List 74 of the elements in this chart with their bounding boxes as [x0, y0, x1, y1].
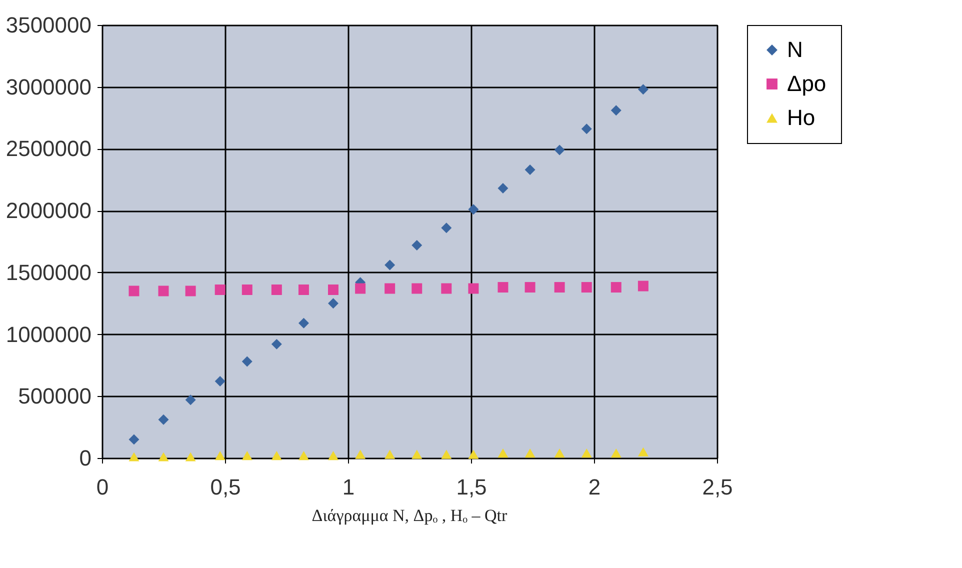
point	[158, 452, 169, 462]
y-tick-label: 2500000	[6, 136, 92, 162]
y-tick-label: 0	[79, 446, 92, 470]
point	[498, 448, 508, 458]
point	[185, 452, 196, 462]
point	[412, 283, 422, 294]
point	[242, 284, 252, 295]
point	[638, 280, 648, 292]
point	[328, 284, 338, 295]
point	[128, 452, 140, 462]
point	[468, 450, 479, 459]
point	[355, 283, 366, 294]
point	[298, 284, 309, 295]
point	[554, 282, 565, 293]
point	[242, 450, 252, 460]
y-tick-label: 2000000	[6, 198, 92, 224]
point	[441, 222, 452, 234]
point	[498, 183, 508, 194]
point	[158, 286, 169, 296]
y-tick-label: 1000000	[6, 322, 92, 347]
point	[581, 282, 592, 293]
point	[610, 105, 622, 116]
y-tick-label: 1500000	[6, 260, 92, 285]
x-tick-label: 1	[342, 474, 355, 500]
point	[328, 450, 338, 460]
point	[412, 450, 422, 459]
x-tick-label: 2,5	[702, 474, 733, 500]
point	[298, 450, 309, 460]
point	[468, 283, 479, 294]
point	[468, 204, 479, 215]
x-tick-label: 1,5	[456, 474, 487, 500]
point	[214, 450, 226, 460]
point	[554, 448, 565, 458]
x-tick-label: 0,5	[210, 474, 241, 500]
y-tick-label: 3500000	[6, 12, 92, 38]
text: Διάγραμμα N, Δpₒ , Hₒ – Qtr	[312, 506, 508, 525]
point	[271, 450, 282, 460]
point	[441, 450, 452, 459]
legend-label: Ho	[787, 105, 816, 130]
x-tick-label: 2	[588, 474, 601, 500]
point	[298, 318, 309, 328]
point	[498, 282, 508, 293]
x-tick-label: 0	[96, 474, 109, 500]
point	[524, 448, 536, 458]
point	[328, 298, 338, 309]
point	[214, 284, 226, 295]
point	[524, 282, 536, 293]
y-tick-label: 3000000	[6, 74, 92, 100]
legend-label: N	[787, 37, 803, 62]
point	[581, 124, 592, 134]
point	[128, 434, 140, 445]
point	[384, 283, 396, 294]
point	[638, 84, 648, 95]
point	[412, 240, 422, 250]
point	[384, 260, 396, 270]
point	[554, 144, 565, 156]
y-tick-label: 500000	[18, 384, 92, 409]
point	[355, 450, 366, 459]
point	[384, 450, 396, 459]
point	[581, 448, 592, 458]
legend-label: Δpo	[787, 71, 826, 96]
point	[271, 284, 282, 295]
point	[441, 283, 452, 294]
point	[185, 286, 196, 296]
point	[158, 414, 169, 425]
point	[214, 376, 226, 387]
point	[610, 448, 622, 458]
point	[610, 282, 622, 293]
point	[185, 394, 196, 406]
point	[524, 164, 536, 175]
point	[242, 356, 252, 367]
point	[638, 447, 648, 456]
point	[128, 286, 140, 296]
point	[271, 338, 282, 350]
